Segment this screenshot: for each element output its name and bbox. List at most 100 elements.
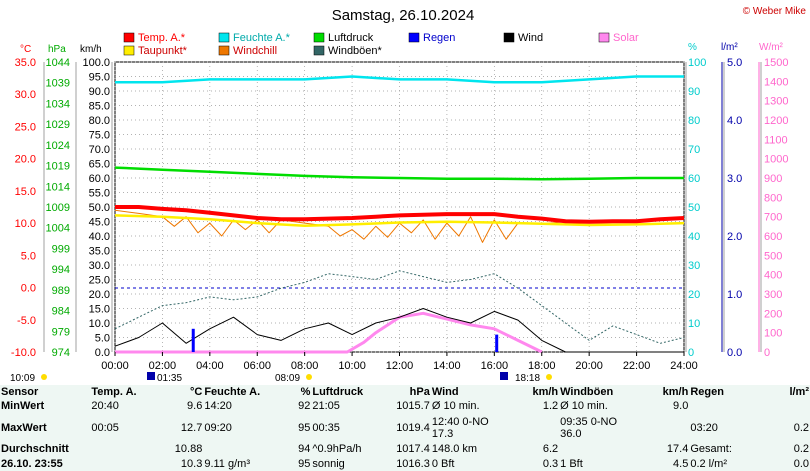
pressure-tick-label: 999 xyxy=(52,243,70,255)
chart-title: Samstag, 26.10.2024 xyxy=(332,7,475,24)
solar-tick-label: 1100 xyxy=(764,134,788,146)
table-cell xyxy=(90,456,155,471)
table-cell: 00:35 xyxy=(312,421,340,434)
table-cell: 95 xyxy=(298,421,311,434)
series-line xyxy=(114,166,684,181)
solar-tick-label: 600 xyxy=(764,231,782,243)
table-header-cell: % xyxy=(300,386,311,398)
wind-tick-label: 95.0 xyxy=(89,72,110,84)
table-cell: 20:40 xyxy=(91,400,119,413)
pressure-tick-label: 979 xyxy=(52,326,70,338)
wind-tick-label: 100.0 xyxy=(82,57,110,69)
table-cell: 1019.4 xyxy=(396,421,430,434)
series-line xyxy=(115,311,543,354)
table-cell: 4.5 xyxy=(673,457,689,470)
x-tick-label: 12:00 xyxy=(386,360,414,372)
moonset-time: 18:18 xyxy=(515,373,540,384)
legend-label: Temp. A.* xyxy=(138,32,186,44)
wind-tick-label: 10.0 xyxy=(89,318,110,330)
table-cell: 9.6 xyxy=(187,400,203,413)
legend-swatch xyxy=(503,32,515,43)
pressure-tick-label: 984 xyxy=(52,306,70,318)
table-cell: sonnig xyxy=(312,457,345,470)
rain-unit: l/m² xyxy=(721,42,738,53)
legend-label: Wind xyxy=(518,32,543,44)
table-header-cell: km/h xyxy=(532,386,559,398)
table-cell: 0.2 l/m² xyxy=(690,457,728,470)
series-lines xyxy=(114,75,685,354)
wind-tick-label: 60.0 xyxy=(89,173,110,185)
wind-tick-label: 40.0 xyxy=(89,231,110,243)
table-cell: 10.88 xyxy=(174,442,203,455)
table-cell: ^0.9hPa/h xyxy=(312,442,362,455)
wind-tick-label: 65.0 xyxy=(89,159,110,171)
x-tick-label: 16:00 xyxy=(481,360,509,372)
wind-tick-label: 80.0 xyxy=(89,115,110,127)
table-cell: 0.2 xyxy=(793,442,809,455)
table-cell: 0.2 xyxy=(793,421,809,434)
solar-tick-label: 200 xyxy=(764,308,782,320)
table-cell xyxy=(641,414,689,442)
x-tick-label: 14:00 xyxy=(433,360,461,372)
pressure-tick-label: 1004 xyxy=(46,223,70,235)
solar-tick-label: 1400 xyxy=(764,76,788,88)
series-line xyxy=(114,214,685,227)
table-cell xyxy=(203,441,280,456)
solar-tick-label: 0 xyxy=(764,347,770,359)
legend-label: Windböen* xyxy=(328,45,383,57)
humidity-unit: % xyxy=(688,42,697,53)
moon-icon xyxy=(147,372,155,380)
pressure-tick-label: 1019 xyxy=(46,161,70,173)
series-line xyxy=(114,209,685,243)
copyright-text: © Weber Mike xyxy=(743,6,807,17)
table-cell: 1 Bft xyxy=(560,457,583,470)
table-cell: 00:05 xyxy=(91,421,119,434)
rain-bar xyxy=(191,328,195,352)
x-tick-label: 00:00 xyxy=(101,360,129,372)
table-cell: 03:20 xyxy=(690,421,718,434)
rain-tick-label: 2.0 xyxy=(727,231,742,243)
y-axes: 35.0 30.0 25.0 20.0 15.0 10.0 5.0 0.0 -5.0 -10.0 1… xyxy=(11,57,789,359)
table-cell: 10.3 xyxy=(180,457,203,470)
legend: Temp. A.* Feuchte A.* Luftdruck Regen Wind So… xyxy=(123,32,639,57)
table-cell: 1.2 xyxy=(542,400,559,413)
table-header-cell: km/h xyxy=(662,386,689,398)
table-header-cell: Temp. A. xyxy=(91,386,137,398)
table-cell: 1015.7 xyxy=(396,400,430,413)
x-axis: 00:00 02:00 04:00 06:00 08:00 10:00 12:00 14:00… xyxy=(101,352,698,372)
wind-unit: km/h xyxy=(80,44,102,55)
table-cell: Gesamt: xyxy=(690,442,732,455)
table-cell xyxy=(511,414,559,442)
table-cell: 0.3 xyxy=(542,457,559,470)
wind-tick-label: 90.0 xyxy=(89,86,110,98)
table-header-cell: Wind xyxy=(431,386,459,398)
temp-tick-label: -5.0 xyxy=(17,315,36,327)
temp-tick-label: -10.0 xyxy=(11,347,36,359)
sun-icon-3 xyxy=(546,374,552,380)
wind-tick-label: 50.0 xyxy=(89,202,110,214)
pressure-tick-label: 989 xyxy=(52,285,70,297)
sunset-time: 08:09 xyxy=(275,373,300,384)
solar-unit: W/m² xyxy=(759,42,784,53)
wind-tick-label: 85.0 xyxy=(89,101,110,113)
sunrise-time: 10:09 xyxy=(10,373,35,384)
legend-label: Luftdruck xyxy=(328,32,374,44)
pressure-tick-label: 1024 xyxy=(46,140,70,152)
table-cell: 26.10. 23:55 xyxy=(1,457,63,470)
humidity-tick-label: 70 xyxy=(688,144,700,156)
wind-tick-label: 35.0 xyxy=(89,246,110,258)
pressure-unit: hPa xyxy=(48,44,66,55)
legend-swatch xyxy=(598,32,610,43)
table-cell: 94 xyxy=(298,442,311,455)
table-cell: 9.11 g/m³ xyxy=(204,457,250,470)
humidity-tick-label: 20 xyxy=(688,289,700,301)
legend-label: Feuchte A.* xyxy=(233,32,291,44)
wind-tick-label: 25.0 xyxy=(89,275,110,287)
moonrise-time: 01:35 xyxy=(157,373,182,384)
humidity-tick-label: 50 xyxy=(688,202,700,214)
x-tick-label: 22:00 xyxy=(623,360,651,372)
temp-unit: °C xyxy=(20,44,31,55)
temp-tick-label: 10.0 xyxy=(15,218,36,230)
x-tick-label: 04:00 xyxy=(196,360,224,372)
